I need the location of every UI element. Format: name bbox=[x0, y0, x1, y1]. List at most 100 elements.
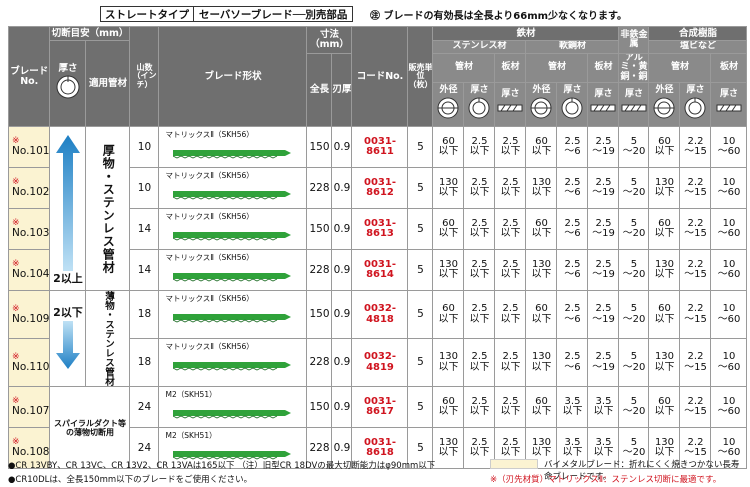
code-cell: 0032-4818 bbox=[351, 290, 409, 340]
cut-capacity-cell: 60 以下 bbox=[648, 290, 681, 340]
footer-note-2: ●CR10DLは、全長150mm以下のブレードをご使用ください。 bbox=[8, 475, 253, 485]
hdr-ss-plate-label: 厚さ bbox=[501, 89, 520, 100]
cut-capacity-cell: 60 以下 bbox=[432, 386, 465, 429]
cut-value: 10 bbox=[722, 135, 736, 147]
unit-cell: 5 bbox=[407, 126, 434, 169]
blade-no-cell: ※ No.101 bbox=[7, 126, 51, 169]
cut-range: 〜15 bbox=[684, 313, 707, 325]
cut-range: 〜20 bbox=[622, 187, 646, 199]
hdr-pv-t: 厚さ bbox=[679, 82, 712, 128]
table-row: ※ No.107 スパイラルダクト等の薄物切断用 24 M2（SKH51） 150 0.9 0… bbox=[7, 386, 748, 470]
pipe-thickness-icon bbox=[56, 75, 80, 99]
shape-cell: マトリックスⅡ（SKH56） bbox=[158, 249, 308, 292]
blade-no: No.104 bbox=[12, 268, 50, 281]
length-cell: 150 bbox=[306, 126, 333, 169]
blade-thickness-cell: 0.9 bbox=[331, 338, 353, 388]
cut-capacity-cell: 10 〜60 bbox=[710, 386, 748, 429]
cut-range: 以下 bbox=[500, 313, 521, 325]
cut-value: 2.5 bbox=[595, 176, 612, 188]
cut-capacity-cell: 5 〜20 bbox=[618, 290, 650, 340]
cut-value: 3.5 bbox=[564, 395, 581, 407]
cut-range: 以下 bbox=[562, 406, 583, 418]
cut-value: 2.5 bbox=[502, 351, 519, 363]
teeth-cell: 24 bbox=[129, 427, 160, 470]
cut-value: 2.5 bbox=[595, 258, 612, 270]
duct-label: スパイラルダクト等の薄物切断用 bbox=[53, 418, 126, 437]
cut-range: 以下 bbox=[531, 228, 552, 240]
cut-capacity-cell: 5 〜20 bbox=[618, 126, 650, 169]
cut-capacity-cell: 60 以下 bbox=[525, 208, 558, 251]
blade-no: No.103 bbox=[12, 227, 50, 240]
cut-capacity-cell: 5 〜20 bbox=[618, 249, 650, 292]
cut-range: 以下 bbox=[469, 361, 490, 373]
cut-range: 〜20 bbox=[622, 406, 646, 418]
hdr-ss-od: 外径 bbox=[432, 82, 465, 128]
cut-value: 2.5 bbox=[471, 135, 488, 147]
wall-thickness-icon bbox=[561, 97, 583, 119]
cut-value: 3.5 bbox=[564, 436, 581, 448]
cut-capacity-cell: 2.5 〜19 bbox=[587, 290, 620, 340]
cut-value: 2.5 bbox=[471, 351, 488, 363]
hdr-thickness: 厚さ bbox=[58, 63, 78, 75]
cut-value: 2.5 bbox=[595, 135, 612, 147]
cut-range: 以下 bbox=[654, 447, 675, 459]
cut-range: 以下 bbox=[500, 228, 521, 240]
cut-range: 以下 bbox=[500, 406, 521, 418]
cut-range: 〜60 bbox=[717, 313, 741, 325]
cut-capacity-cell: 60 以下 bbox=[525, 126, 558, 169]
plate-icon bbox=[497, 104, 523, 112]
unit-cell: 5 bbox=[407, 290, 434, 340]
cut-range: 〜15 bbox=[684, 146, 707, 158]
cut-range: 以下 bbox=[500, 187, 521, 199]
cut-range: 〜19 bbox=[592, 228, 615, 240]
cut-capacity-cell: 2.5 以下 bbox=[494, 386, 527, 429]
shape-cell: マトリックスⅡ（SKH56） bbox=[158, 126, 308, 169]
cut-value: 130 bbox=[531, 436, 552, 448]
cut-value: 60 bbox=[658, 135, 671, 147]
code-cell: 0031-8613 bbox=[351, 208, 409, 251]
cut-range: 〜6 bbox=[564, 228, 581, 240]
blade-image-icon bbox=[173, 451, 292, 460]
hdr-alumi: アルミ・黄銅・銅 bbox=[618, 52, 650, 84]
title-box: ストレートタイプ セーバソーブレード──別売部品 bbox=[100, 6, 354, 22]
blade-thickness-cell: 0.9 bbox=[331, 208, 353, 251]
wall-thickness-icon bbox=[468, 97, 490, 119]
cut-value: 5 bbox=[630, 176, 638, 188]
hdr-pv-pipe: 管材 bbox=[648, 52, 712, 84]
cut-range: 〜60 bbox=[717, 187, 741, 199]
cut-capacity-cell: 60 以下 bbox=[525, 290, 558, 340]
cut-capacity-cell: 10 〜60 bbox=[710, 249, 748, 292]
arrow-down-icon bbox=[55, 320, 80, 369]
cut-range: 以下 bbox=[469, 187, 490, 199]
cut-range: 〜60 bbox=[717, 361, 741, 373]
unit-cell: 5 bbox=[407, 208, 434, 251]
plate-icon bbox=[621, 104, 647, 112]
cut-range: 以下 bbox=[531, 406, 552, 418]
cut-range: 以下 bbox=[469, 406, 490, 418]
blade-mark: ※ bbox=[12, 218, 20, 229]
teeth-cell: 24 bbox=[129, 386, 160, 429]
cut-value: 10 bbox=[722, 303, 736, 315]
cut-range: 以下 bbox=[654, 146, 675, 158]
heavy-pipe-label: 厚物・ステンレス管材 bbox=[101, 143, 116, 274]
outer-diameter-icon bbox=[530, 97, 552, 119]
cut-value: 60 bbox=[535, 303, 548, 315]
hdr-ferrous: 鉄材 bbox=[432, 26, 620, 41]
cut-range: 以下 bbox=[469, 313, 490, 325]
blade-no: No.101 bbox=[12, 145, 50, 158]
hdr-ms-od-label: 外径 bbox=[532, 85, 551, 96]
blade-no-cell: ※ No.107 bbox=[7, 386, 51, 429]
hdr-unit: 販売単位（枚） bbox=[407, 25, 434, 128]
cut-range: 以下 bbox=[562, 447, 583, 459]
table-row: ※ No.101 2以上 厚物・ステンレス管材 10 マトリックスⅡ（SKH56） 150 0… bbox=[7, 126, 748, 292]
cut-value: 2.2 bbox=[687, 351, 704, 363]
hdr-ms-t-label: 厚さ bbox=[563, 85, 582, 96]
length-cell: 150 bbox=[306, 386, 333, 429]
blade-no: No.107 bbox=[12, 405, 50, 418]
cut-capacity-cell: 130 以下 bbox=[648, 338, 681, 388]
blade-thickness-cell: 0.9 bbox=[331, 126, 353, 169]
blade-no: No.110 bbox=[12, 360, 50, 373]
cut-capacity-cell: 2.5 以下 bbox=[494, 290, 527, 340]
cut-capacity-cell: 2.2 〜15 bbox=[679, 126, 712, 169]
hdr-stainless: ステンレス材 bbox=[432, 40, 527, 54]
